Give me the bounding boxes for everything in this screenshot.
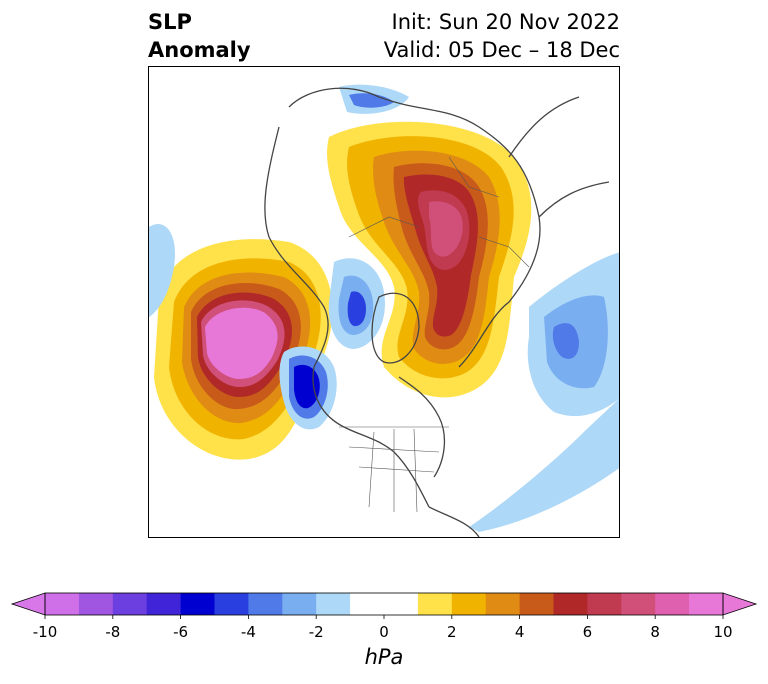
colorbar-swatch [282,593,317,615]
colorbar-swatch [519,593,554,615]
colorbar-swatch [316,593,351,615]
colorbar-swatch [45,593,80,615]
colorbar-swatch [78,593,114,615]
coastlines [264,87,610,537]
colorbar-unit-label: hPa [364,645,404,669]
colorbar-swatch [655,593,690,615]
map-title: SLP Anomaly [148,8,251,64]
title-line-1: SLP [148,10,192,34]
colorbar-swatch [621,593,656,615]
colorbar-swatch [248,593,283,615]
slp-anomaly-map [149,84,619,537]
colorbar-tick-label: -10 [33,623,58,641]
colorbar-swatches [45,593,724,615]
colorbar: -10 -8 -6 -4 -2 0 2 4 6 8 10 [10,592,758,641]
colorbar-tick-label: 8 [650,623,660,641]
colorbar-ticks: -10 -8 -6 -4 -2 0 2 4 6 8 10 [33,615,733,641]
country-borders [339,156,530,513]
colorbar-tick-label: 4 [515,623,525,641]
map-panel [148,66,620,538]
title-line-2: Anomaly [148,38,251,62]
colorbar-swatch [451,593,487,615]
colorbar-swatch [350,593,385,615]
colorbar-high-extension [722,592,758,616]
colorbar-swatch [384,593,419,615]
negative-anomalies [149,84,619,532]
colorbar-swatch [689,593,724,615]
colorbar-tick-label: 0 [379,623,389,641]
colorbar-tick-label: -4 [241,623,256,641]
colorbar-tick-label: -2 [309,623,324,641]
init-date: Init: Sun 20 Nov 2022 [391,10,620,34]
colorbar-tick-label: -8 [105,623,120,641]
colorbar-tick-label: -6 [173,623,188,641]
colorbar-swatch [214,593,249,615]
valid-range: Valid: 05 Dec – 18 Dec [383,38,620,62]
colorbar-tick-label: 2 [447,623,457,641]
forecast-dates: Init: Sun 20 Nov 2022 Valid: 05 Dec – 18… [384,8,620,64]
colorbar-low-extension [10,592,46,616]
colorbar-swatch [417,593,453,615]
colorbar-tick-label: 6 [583,623,593,641]
colorbar-swatch [146,593,182,615]
colorbar-swatch [112,593,148,615]
colorbar-swatch [485,593,521,615]
colorbar-swatch [553,593,588,615]
colorbar-swatch [587,593,622,615]
colorbar-tick-label: 10 [713,623,732,641]
colorbar-swatch [180,593,215,615]
